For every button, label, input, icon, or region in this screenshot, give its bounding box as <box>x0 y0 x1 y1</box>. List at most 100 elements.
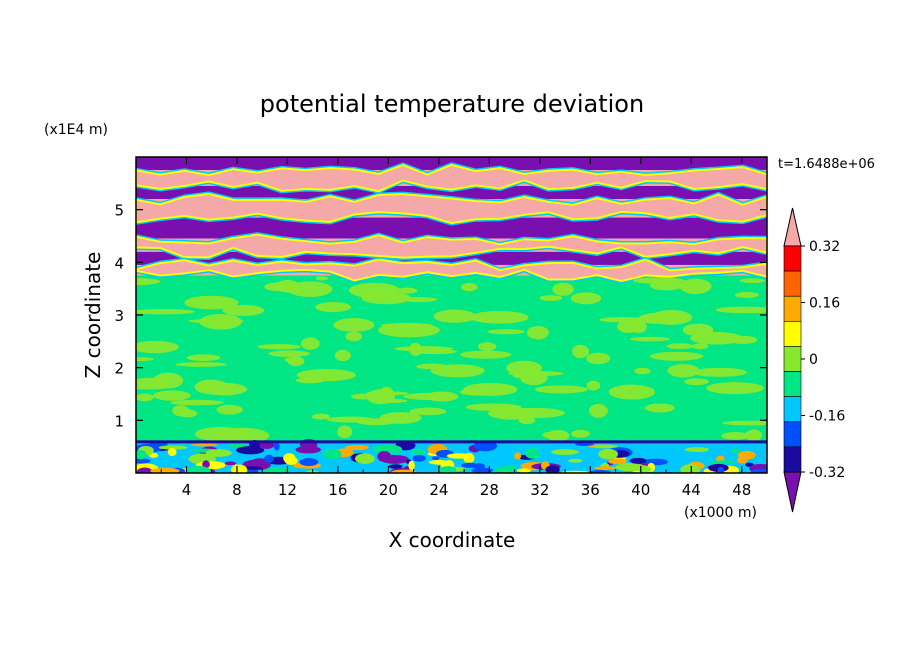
y-tick-label: 2 <box>114 360 124 378</box>
x-unit-label: (x1000 m) <box>684 505 757 521</box>
bottom-patch <box>568 458 583 463</box>
bottom-patch <box>264 454 274 463</box>
texture-patch <box>361 291 412 305</box>
bottom-patch <box>717 466 725 473</box>
texture-patch <box>684 378 709 386</box>
texture-patch <box>608 384 656 400</box>
contour-field <box>136 157 767 473</box>
bottom-patch <box>731 448 740 454</box>
texture-patch <box>571 429 590 438</box>
bottom-patch <box>295 445 322 454</box>
texture-patch <box>184 295 239 310</box>
texture-patch <box>649 280 683 291</box>
texture-patch <box>194 426 246 442</box>
bottom-patch <box>525 448 540 459</box>
texture-patch <box>201 382 248 396</box>
texture-patch <box>186 354 221 362</box>
bottom-patch <box>354 453 375 464</box>
texture-patch <box>433 309 476 323</box>
texture-patch <box>463 382 518 396</box>
bottom-patch <box>202 460 210 469</box>
texture-patch <box>257 344 301 350</box>
bottom-patch <box>598 448 619 460</box>
colorbar-tick-label: -0.16 <box>809 409 845 425</box>
colorbar-box <box>783 321 802 347</box>
colorbar-tick-label: 0.32 <box>809 239 840 255</box>
texture-patch <box>326 416 375 423</box>
texture-patch <box>666 343 694 350</box>
bottom-patch <box>545 465 560 473</box>
texture-patch <box>172 405 189 417</box>
y-axis-label: Z coordinate <box>81 252 105 379</box>
band-core <box>136 192 767 225</box>
bottom-patch <box>446 453 472 459</box>
colorbar-box <box>783 421 802 448</box>
band-core <box>136 233 767 259</box>
texture-patch <box>136 309 196 315</box>
x-tick-label: 4 <box>182 481 192 499</box>
texture-patch <box>152 390 191 401</box>
colorbar-box <box>783 396 802 423</box>
bottom-patch <box>266 467 286 471</box>
texture-patch <box>409 342 423 357</box>
texture-patch <box>728 335 758 344</box>
bottom-patch <box>411 448 426 455</box>
bottom-patch <box>615 463 645 472</box>
colorbar-box <box>783 295 802 322</box>
texture-patch <box>170 399 224 406</box>
x-tick-label: 24 <box>429 481 448 499</box>
bottom-patch <box>408 460 415 471</box>
texture-patch <box>334 349 351 362</box>
field-band <box>136 217 767 239</box>
texture-patch <box>477 342 497 351</box>
texture-patch <box>409 348 458 355</box>
bottom-patch <box>594 466 618 470</box>
bottom-patch <box>299 458 319 466</box>
texture-patch <box>136 393 154 402</box>
texture-patch <box>692 367 747 377</box>
y-tick-label: 5 <box>114 202 124 220</box>
bottom-patch <box>595 444 619 449</box>
texture-patch <box>639 312 687 324</box>
y-tick-label: 4 <box>114 254 124 272</box>
x-tick-label: 20 <box>379 481 398 499</box>
texture-patch <box>505 407 565 419</box>
bottom-patch <box>494 466 510 472</box>
texture-patch <box>715 306 767 314</box>
y-unit-label: (x1E4 m) <box>44 122 108 138</box>
texture-patch <box>379 412 422 424</box>
texture-patch <box>629 336 670 342</box>
bottom-patch <box>235 446 265 455</box>
bottom-patch <box>629 457 647 464</box>
bottom-patch <box>471 467 493 473</box>
x-tick-label: 28 <box>480 481 499 499</box>
texture-patch <box>136 357 155 362</box>
bottom-patch <box>439 466 457 473</box>
bottom-patch <box>186 465 211 473</box>
texture-patch <box>430 364 485 378</box>
bottom-patch <box>136 458 151 464</box>
bottom-patch <box>412 455 426 462</box>
texture-patch <box>739 278 766 284</box>
texture-patch <box>644 403 675 413</box>
bottom-patch <box>680 464 701 473</box>
texture-patch <box>465 403 522 411</box>
y-tick-label: 1 <box>114 412 124 430</box>
time-label: t=1.6488e+06 <box>778 157 875 172</box>
y-axis: 1 2 3 4 5 <box>114 202 767 430</box>
bottom-patch <box>608 458 628 465</box>
texture-patch <box>649 351 704 361</box>
texture-patch <box>136 384 171 390</box>
bottom-patch <box>136 467 153 473</box>
texture-patch <box>667 363 700 378</box>
x-tick-label: 40 <box>631 481 650 499</box>
bottom-patch <box>391 469 418 473</box>
texture-patch <box>296 368 356 382</box>
colorbar-tick-label: 0.16 <box>809 296 840 312</box>
texture-patch <box>599 316 648 323</box>
texture-patch <box>507 370 564 377</box>
texture-patch <box>460 283 478 292</box>
x-axis-label: X coordinate <box>389 528 516 552</box>
texture-patch <box>345 331 363 342</box>
